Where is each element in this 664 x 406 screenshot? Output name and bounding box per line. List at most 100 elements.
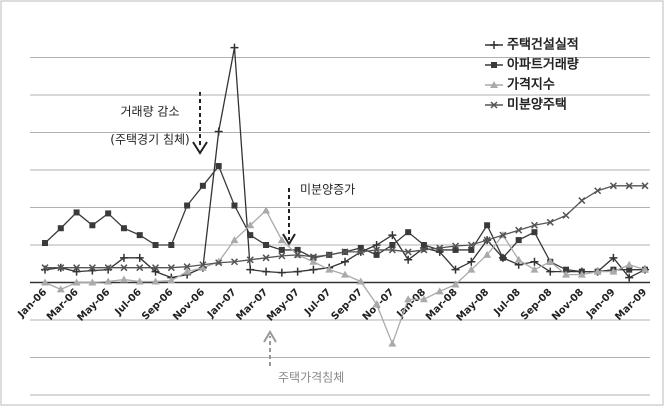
marker	[562, 270, 571, 278]
marker	[199, 261, 207, 269]
marker	[105, 210, 112, 217]
legend-label: 가격지수	[507, 78, 555, 93]
legend-label: 미분양주택	[507, 97, 567, 113]
marker	[483, 236, 491, 244]
marker	[515, 226, 523, 234]
marker	[262, 267, 271, 276]
marker	[119, 275, 128, 283]
marker	[341, 257, 349, 266]
marker	[404, 248, 412, 256]
marker	[277, 268, 286, 277]
marker	[309, 265, 318, 274]
marker	[451, 265, 460, 274]
marker	[436, 244, 444, 252]
arrow-head	[192, 141, 208, 155]
marker	[419, 295, 428, 303]
marker	[230, 258, 239, 266]
marker	[499, 254, 506, 261]
marker	[467, 257, 476, 266]
marker	[136, 264, 144, 272]
marker	[594, 187, 602, 195]
marker	[57, 264, 65, 272]
legend-label: 주택건설실적	[507, 37, 579, 53]
marker	[151, 277, 160, 285]
marker	[135, 277, 144, 285]
marker	[562, 211, 570, 219]
marker	[484, 222, 491, 229]
marker	[309, 257, 318, 265]
marker	[199, 182, 206, 189]
marker	[641, 182, 649, 190]
marker	[183, 263, 191, 271]
marker	[293, 267, 302, 276]
marker	[72, 267, 81, 276]
marker	[609, 267, 618, 275]
marker	[104, 277, 113, 285]
marker	[198, 263, 207, 271]
marker	[420, 242, 427, 248]
marker	[41, 264, 49, 272]
marker	[263, 242, 270, 248]
marker	[490, 41, 498, 49]
marker	[609, 253, 618, 262]
marker	[451, 242, 460, 250]
marker	[135, 253, 144, 262]
marker	[120, 225, 127, 232]
marker	[246, 256, 254, 264]
marker	[373, 246, 381, 254]
marker	[119, 253, 128, 262]
marker	[168, 242, 175, 248]
marker	[451, 280, 460, 288]
marker	[88, 264, 96, 272]
marker	[167, 264, 175, 272]
marker	[167, 276, 176, 284]
marker	[546, 267, 555, 276]
annotation: 주택가격침체	[278, 371, 344, 385]
marker	[309, 253, 317, 261]
marker	[41, 278, 49, 286]
marker	[499, 231, 507, 239]
marker	[483, 250, 492, 258]
marker	[120, 264, 128, 272]
marker	[152, 242, 159, 248]
marker	[530, 257, 539, 266]
marker	[405, 229, 412, 236]
marker	[214, 127, 223, 136]
marker	[420, 246, 428, 254]
marker	[73, 264, 81, 272]
marker	[73, 209, 80, 216]
marker	[577, 270, 586, 278]
marker	[136, 232, 143, 239]
marker	[215, 259, 223, 267]
marker	[294, 246, 301, 253]
marker	[372, 300, 381, 308]
marker	[373, 251, 380, 258]
marker	[388, 246, 396, 254]
marker	[389, 242, 396, 248]
marker	[88, 278, 97, 286]
annotation: 거래량 감소	[120, 105, 179, 119]
marker	[277, 236, 286, 244]
marker	[515, 237, 522, 244]
marker	[491, 62, 497, 68]
annotation: 미분양증가	[300, 183, 355, 197]
marker	[57, 225, 64, 232]
marker	[388, 339, 397, 347]
marker	[341, 248, 349, 256]
marker	[625, 260, 634, 268]
marker	[151, 264, 160, 272]
marker	[262, 206, 271, 214]
marker	[230, 236, 239, 244]
marker	[530, 221, 539, 229]
marker	[531, 229, 538, 236]
marker	[546, 218, 554, 226]
marker	[436, 246, 443, 253]
marker	[184, 202, 191, 209]
marker	[247, 232, 254, 239]
marker	[151, 267, 160, 276]
marker	[452, 246, 459, 253]
legend-label: 아파트거래량	[507, 57, 579, 73]
marker	[357, 248, 365, 256]
marker	[278, 246, 285, 253]
